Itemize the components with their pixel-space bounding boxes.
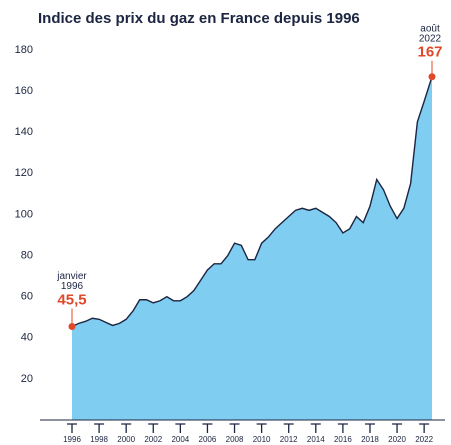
x-tick-label: 2022 — [415, 435, 433, 444]
x-tick-label: 2002 — [144, 435, 162, 444]
chart-title: Indice des prix du gaz en France depuis … — [38, 10, 360, 27]
y-tick-label: 140 — [15, 126, 33, 138]
x-tick-label: 2016 — [334, 435, 352, 444]
y-tick-label: 120 — [15, 167, 33, 179]
highlight-point — [68, 322, 76, 330]
x-tick — [419, 423, 430, 433]
x-tick-label: 2012 — [280, 435, 298, 444]
y-tick-label: 60 — [21, 291, 33, 303]
y-tick-label: 160 — [15, 85, 33, 97]
x-tick — [202, 423, 213, 433]
x-tick — [337, 423, 348, 433]
x-tick — [364, 423, 375, 433]
annotation-year: 2022 — [419, 33, 442, 44]
y-tick-label: 20 — [21, 373, 33, 385]
x-tick — [392, 423, 403, 433]
y-tick-label: 180 — [15, 44, 33, 56]
x-tick — [283, 423, 294, 433]
value-label: 45,5 — [57, 291, 86, 308]
x-tick — [310, 423, 321, 433]
x-tick-label: 2020 — [388, 435, 406, 444]
annotation-month: août — [420, 23, 440, 34]
x-tick — [229, 423, 240, 433]
highlight-point — [428, 73, 436, 81]
x-tick-label: 2000 — [117, 435, 135, 444]
value-label: 167 — [417, 44, 442, 61]
x-tick — [67, 423, 77, 433]
x-tick-label: 2008 — [226, 435, 244, 444]
x-tick — [175, 423, 186, 433]
x-tick — [94, 423, 105, 433]
x-tick-label: 2018 — [361, 435, 379, 444]
x-tick-label: 2010 — [253, 435, 271, 444]
x-tick — [148, 423, 159, 433]
x-tick-label: 1998 — [90, 435, 108, 444]
annotation-month: janvier — [56, 271, 87, 282]
x-tick — [256, 423, 267, 433]
x-tick-label: 2004 — [171, 435, 189, 444]
annotation-year: 1996 — [61, 281, 84, 292]
area-fill — [72, 76, 432, 420]
y-tick-label: 100 — [15, 208, 33, 220]
y-tick-label: 40 — [21, 332, 33, 344]
x-tick-label: 1996 — [63, 435, 81, 444]
x-tick-label: 2006 — [199, 435, 217, 444]
y-tick-label: 80 — [21, 249, 33, 261]
x-tick-label: 2014 — [307, 435, 325, 444]
area-line — [71, 76, 433, 328]
x-tick — [121, 423, 132, 433]
